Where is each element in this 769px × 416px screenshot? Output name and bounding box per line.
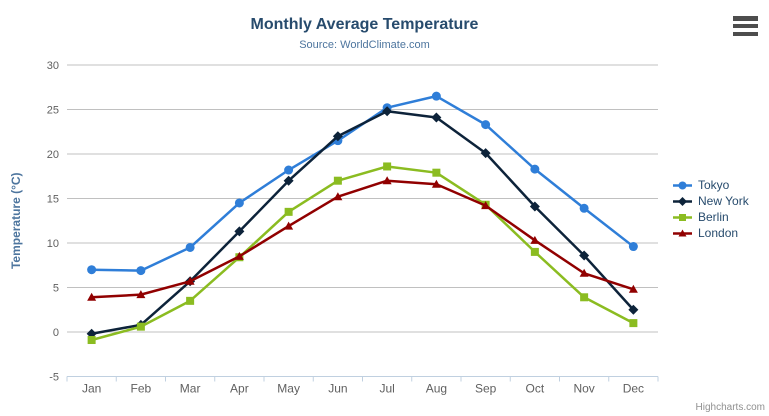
marker-berlin-mar[interactable] <box>186 296 195 305</box>
series-line-tokyo <box>90 94 635 272</box>
series-line-new-york <box>90 110 635 336</box>
legend-marker-berlin[interactable] <box>679 213 686 221</box>
x-tick-label: Aug <box>426 382 447 396</box>
credits-link[interactable]: Highcharts.com <box>695 402 765 413</box>
marker-tokyo-mar[interactable] <box>185 242 195 252</box>
y-tick-label: 15 <box>47 194 59 206</box>
marker-london-nov[interactable] <box>579 268 589 277</box>
marker-new-york-sep[interactable] <box>480 148 491 159</box>
series-berlin <box>87 162 638 345</box>
legend-label-tokyo: Tokyo <box>698 178 730 192</box>
marker-london-dec[interactable] <box>628 284 638 293</box>
legend-label-london: London <box>698 226 739 240</box>
x-tick-label: Jan <box>82 382 101 396</box>
y-axis-title: Temperature (°C) <box>9 172 23 269</box>
y-tick-label: 30 <box>47 60 59 72</box>
marker-tokyo-apr[interactable] <box>234 198 244 208</box>
marker-tokyo-dec[interactable] <box>628 242 638 252</box>
marker-new-york-dec[interactable] <box>628 304 639 315</box>
marker-tokyo-feb[interactable] <box>136 266 146 276</box>
legend-marker-new-york[interactable] <box>678 196 687 206</box>
marker-new-york-may[interactable] <box>283 175 294 186</box>
marker-berlin-jan[interactable] <box>87 336 96 345</box>
y-tick-label: 25 <box>47 105 59 117</box>
y-tick-label: 20 <box>47 149 59 161</box>
marker-new-york-apr[interactable] <box>234 226 245 237</box>
series-new-york <box>86 106 639 339</box>
marker-new-york-aug[interactable] <box>431 112 442 123</box>
legend-label-new-york: New York <box>698 194 749 208</box>
marker-tokyo-sep[interactable] <box>481 120 491 130</box>
x-tick-label: Jun <box>328 382 347 396</box>
legend-item-berlin[interactable]: Berlin <box>672 209 749 225</box>
marker-london-jun[interactable] <box>333 192 343 201</box>
marker-london-jan[interactable] <box>87 292 97 301</box>
legend-item-tokyo[interactable]: Tokyo <box>672 177 749 193</box>
legend-diamond-icon <box>673 196 692 206</box>
marker-new-york-oct[interactable] <box>529 201 540 212</box>
marker-tokyo-may[interactable] <box>284 165 294 175</box>
marker-berlin-oct[interactable] <box>530 247 539 256</box>
chart-subtitle: Source: WorldClimate.com <box>299 39 430 51</box>
series-tokyo <box>87 91 638 276</box>
x-tick-label: Mar <box>180 382 201 396</box>
legend-square-icon <box>673 213 692 221</box>
export-menu-button[interactable] <box>733 16 758 36</box>
y-tick-label: 5 <box>53 283 59 295</box>
y-tick-label: 0 <box>53 327 59 339</box>
x-tick-label: Apr <box>230 382 249 396</box>
legend-item-london[interactable]: London <box>672 225 749 241</box>
marker-berlin-feb[interactable] <box>136 322 145 331</box>
legend-circle-icon <box>673 181 692 189</box>
x-tick-label: Feb <box>131 382 152 396</box>
legend: Tokyo New York Berlin London <box>672 177 749 241</box>
marker-london-oct[interactable] <box>530 235 540 244</box>
marker-london-may[interactable] <box>284 221 294 230</box>
legend-marker-tokyo[interactable] <box>678 181 687 189</box>
marker-new-york-jun[interactable] <box>332 131 343 142</box>
legend-marker-london[interactable] <box>678 229 687 236</box>
y-tick-label: -5 <box>49 372 59 384</box>
marker-new-york-jul[interactable] <box>382 106 393 117</box>
series-line-london <box>90 179 635 299</box>
marker-london-apr[interactable] <box>234 251 244 260</box>
marker-new-york-nov[interactable] <box>579 250 590 261</box>
marker-london-jul[interactable] <box>382 176 392 185</box>
marker-berlin-aug[interactable] <box>432 168 441 177</box>
x-tick-label: Nov <box>573 382 594 396</box>
marker-london-sep[interactable] <box>481 201 491 210</box>
marker-berlin-jul[interactable] <box>383 162 392 171</box>
x-tick-label: Oct <box>526 382 545 396</box>
marker-tokyo-nov[interactable] <box>579 203 589 213</box>
marker-tokyo-jan[interactable] <box>87 265 97 275</box>
legend-label-berlin: Berlin <box>698 210 729 224</box>
x-tick-label: Dec <box>623 382 644 396</box>
x-tick-label: Sep <box>475 382 497 396</box>
marker-tokyo-oct[interactable] <box>530 164 540 174</box>
marker-london-mar[interactable] <box>185 276 195 285</box>
x-tick-label: Jul <box>379 382 394 396</box>
marker-berlin-dec[interactable] <box>629 319 638 328</box>
legend-item-new-york[interactable]: New York <box>672 193 749 209</box>
marker-london-aug[interactable] <box>431 179 441 188</box>
marker-berlin-jun[interactable] <box>333 176 342 185</box>
series-london <box>87 176 638 301</box>
hamburger-icon <box>733 16 758 21</box>
chart-title: Monthly Average Temperature <box>250 16 479 33</box>
legend-triangle-icon <box>673 229 692 236</box>
marker-london-feb[interactable] <box>136 290 146 299</box>
marker-berlin-may[interactable] <box>284 207 293 216</box>
y-tick-label: 10 <box>47 238 59 250</box>
marker-berlin-nov[interactable] <box>580 293 589 302</box>
marker-tokyo-aug[interactable] <box>431 91 441 101</box>
series-line-berlin <box>90 165 635 342</box>
hamburger-icon <box>733 31 758 36</box>
hamburger-icon <box>733 23 758 29</box>
x-tick-label: May <box>277 382 300 396</box>
